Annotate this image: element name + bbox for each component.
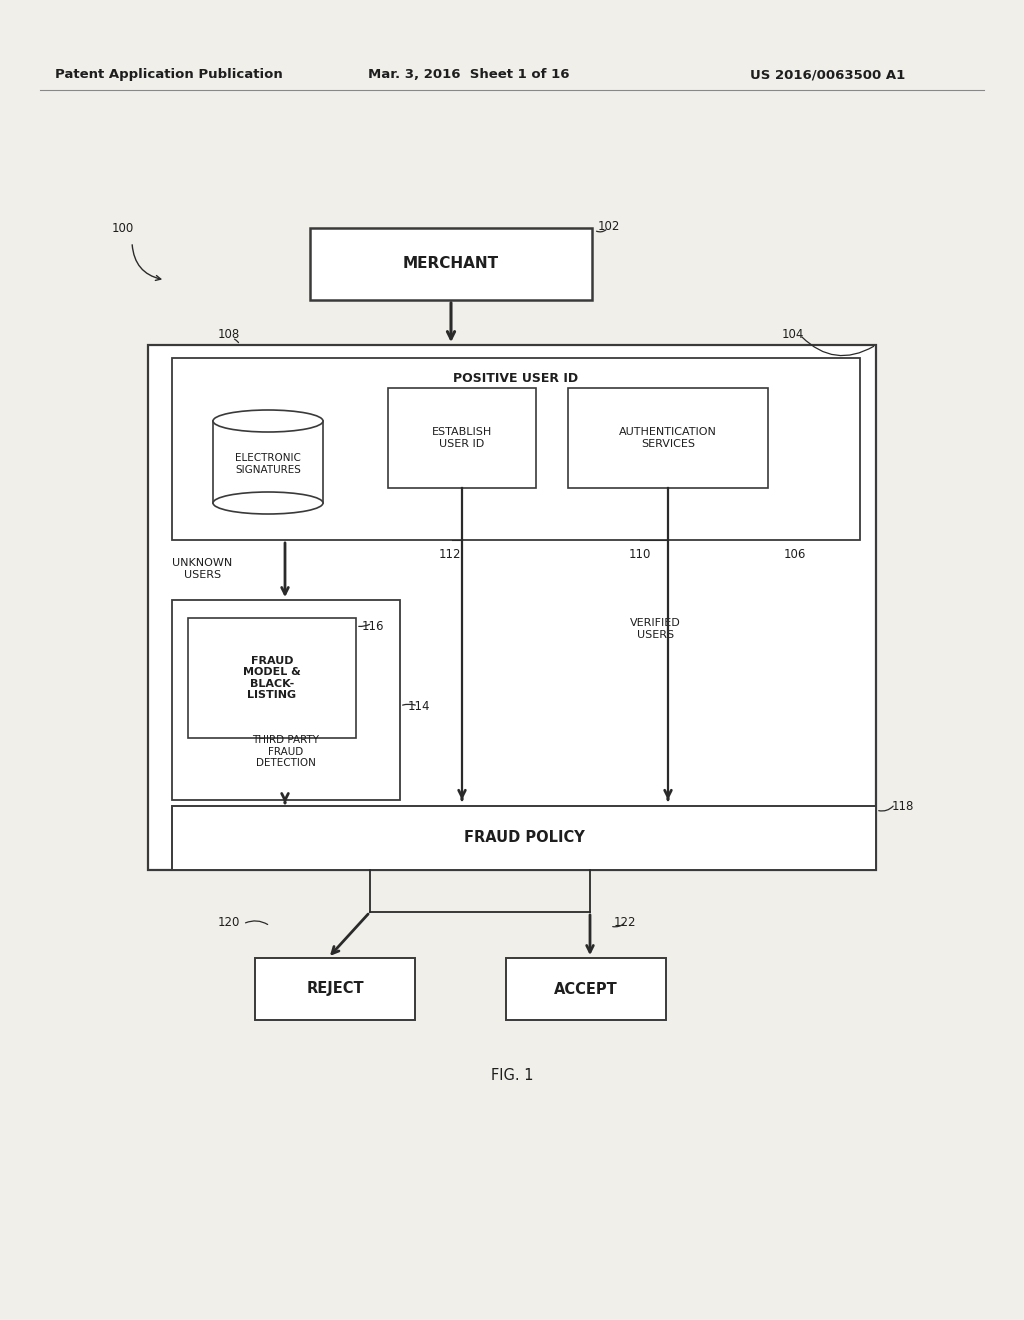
Text: MERCHANT: MERCHANT bbox=[402, 256, 499, 272]
Bar bbox=[188, 618, 356, 738]
Text: 114: 114 bbox=[408, 700, 430, 713]
Text: FIG. 1: FIG. 1 bbox=[490, 1068, 534, 1082]
Text: 122: 122 bbox=[614, 916, 637, 929]
Text: POSITIVE USER ID: POSITIVE USER ID bbox=[454, 372, 579, 385]
Text: REJECT: REJECT bbox=[306, 982, 364, 997]
Text: 112: 112 bbox=[438, 548, 461, 561]
Bar bbox=[310, 228, 592, 300]
Text: 116: 116 bbox=[362, 620, 384, 634]
Text: 110: 110 bbox=[629, 548, 651, 561]
Bar bbox=[172, 358, 860, 540]
Text: 100: 100 bbox=[112, 222, 134, 235]
Text: UNKNOWN
USERS: UNKNOWN USERS bbox=[172, 558, 232, 579]
Text: FRAUD POLICY: FRAUD POLICY bbox=[464, 830, 585, 846]
Bar bbox=[506, 958, 666, 1020]
Text: 104: 104 bbox=[782, 327, 805, 341]
Text: ACCEPT: ACCEPT bbox=[554, 982, 617, 997]
Text: AUTHENTICATION
SERVICES: AUTHENTICATION SERVICES bbox=[620, 428, 717, 449]
Text: Patent Application Publication: Patent Application Publication bbox=[55, 69, 283, 81]
Bar bbox=[172, 807, 876, 870]
Bar bbox=[568, 388, 768, 488]
Ellipse shape bbox=[213, 492, 323, 513]
Text: 102: 102 bbox=[598, 220, 621, 234]
Text: 120: 120 bbox=[218, 916, 241, 929]
Bar bbox=[255, 958, 415, 1020]
Text: 108: 108 bbox=[218, 327, 241, 341]
Text: 106: 106 bbox=[784, 548, 806, 561]
Text: ESTABLISH
USER ID: ESTABLISH USER ID bbox=[432, 428, 493, 449]
Text: FRAUD
MODEL &
BLACK-
LISTING: FRAUD MODEL & BLACK- LISTING bbox=[243, 656, 301, 701]
Text: Mar. 3, 2016  Sheet 1 of 16: Mar. 3, 2016 Sheet 1 of 16 bbox=[368, 69, 569, 81]
Text: ELECTRONIC
SIGNATURES: ELECTRONIC SIGNATURES bbox=[236, 453, 301, 475]
Text: VERIFIED
USERS: VERIFIED USERS bbox=[630, 618, 681, 640]
Bar bbox=[388, 388, 536, 488]
Bar bbox=[148, 345, 876, 870]
Ellipse shape bbox=[213, 411, 323, 432]
Text: 118: 118 bbox=[892, 800, 914, 813]
Bar bbox=[172, 601, 400, 800]
Text: US 2016/0063500 A1: US 2016/0063500 A1 bbox=[750, 69, 905, 81]
Bar bbox=[213, 421, 323, 503]
Text: THIRD PARTY
FRAUD
DETECTION: THIRD PARTY FRAUD DETECTION bbox=[253, 735, 319, 768]
